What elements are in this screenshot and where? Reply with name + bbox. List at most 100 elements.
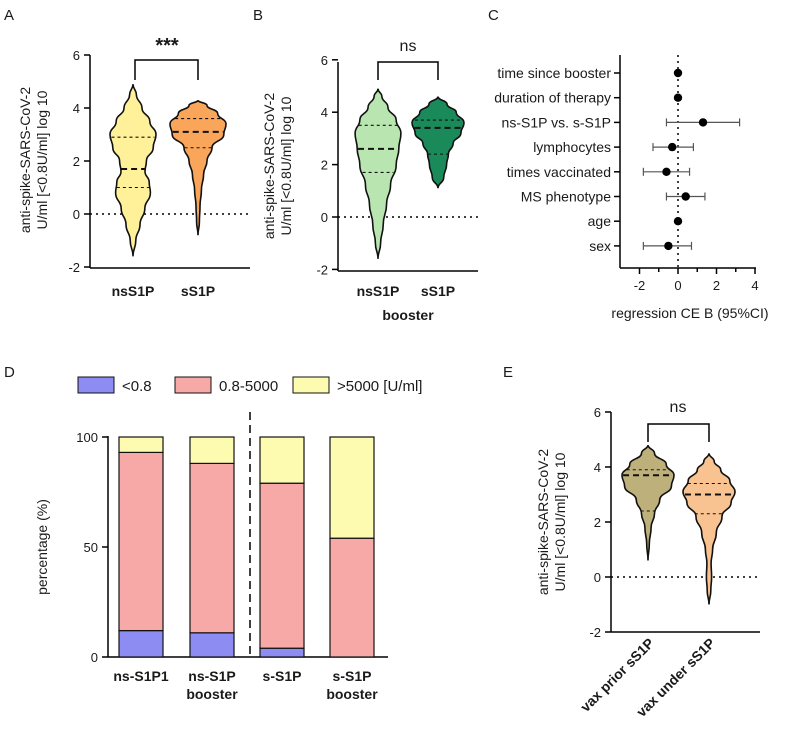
panel-e-violins (621, 444, 736, 605)
legend-swatch-gt5000 (292, 376, 330, 394)
legend-label-mid: 0.8-5000 (219, 378, 278, 395)
panel-d-bar-segment (118, 629, 164, 658)
panel-c-row-label: times vaccinated (507, 164, 611, 180)
panel-c-row-label: MS phenotype (521, 189, 611, 205)
panel-b-ytick-label: -2 (316, 262, 328, 277)
panel-b-violin-chart: anti-spike-SARS-CoV-2 U/ml [<0.8U/ml] lo… (261, 38, 478, 323)
panel-e-ytick-label: 6 (594, 405, 601, 420)
panel-b-ylabel-line1: anti-spike-SARS-CoV-2 (261, 93, 277, 239)
panel-c-estimate-point (664, 241, 673, 251)
panel-a-ytick-label: 0 (73, 207, 80, 222)
panel-b-ytick-label: 4 (321, 105, 328, 120)
panel-b-significance-bracket (377, 61, 439, 80)
panel-a-ytick-label: 6 (73, 48, 80, 63)
panel-e-y-ticks: -2 0 2 4 6 (589, 405, 611, 640)
panel-d-categories: ns-S1P1 ns-S1P booster s-S1P s-S1P booster (113, 668, 378, 702)
panel-e-ylabel-line2: U/ml [<0.8U/ml] log 10 (552, 452, 568, 591)
panel-c-row-label: time since booster (497, 65, 611, 81)
panel-a-y-ticks: -2 0 2 4 6 (68, 48, 90, 275)
panel-d-bar-segment (259, 436, 305, 484)
panel-a-ytick-label: 2 (73, 154, 80, 169)
panel-d-bar-segment (259, 647, 305, 658)
panel-a-ylabel-line1: anti-spike-SARS-CoV-2 (17, 87, 33, 233)
panel-c-row-label: ns-S1P vs. s-S1P (502, 114, 611, 130)
panel-d-bar-segment (189, 632, 235, 658)
panel-b-violin-0 (354, 87, 402, 259)
panel-d-category-label: ns-S1P (188, 668, 235, 684)
panel-d-ytick-label: 50 (84, 540, 98, 555)
panel-c-estimate-point (673, 68, 683, 78)
legend-swatch-mid (174, 376, 212, 394)
panel-c-xtick-label: 0 (674, 278, 681, 293)
panel-c-estimate-point (681, 192, 690, 201)
panel-c-xtick-label: 4 (751, 278, 758, 293)
panel-e-ytick-label: 0 (594, 570, 601, 585)
panel-letter-d: D (4, 364, 15, 381)
panel-letter-a: A (4, 7, 14, 24)
panel-d-bar-segment (329, 436, 375, 539)
panel-b-ylabel-line2: U/ml [<0.8U/ml] log 10 (278, 96, 294, 235)
panel-a-category-ss1p: sS1P (181, 283, 215, 299)
panel-c-x-ticks: -2 0 2 4 (634, 268, 759, 293)
panel-d-ytick-label: 100 (76, 430, 98, 445)
panel-d-bar-segment (329, 537, 375, 658)
panel-c-estimate-point (673, 93, 683, 102)
panel-d-ytick-label: 0 (91, 650, 98, 665)
panel-d-bar-segment (189, 436, 235, 464)
panel-d-category-label: ns-S1P1 (113, 668, 168, 684)
panel-d-bar-segment (118, 436, 164, 453)
panel-d-y-ticks: 0 50 100 (76, 430, 108, 665)
panel-c-row-label: age (588, 213, 612, 229)
panel-d-category-label-line2: booster (326, 686, 378, 702)
panel-b-category-ss1p: sS1P (421, 283, 455, 299)
legend-label-gt5000: >5000 [U/ml] (337, 378, 422, 395)
legend-label-lt08: <0.8 (122, 378, 152, 395)
panel-letter-c: C (488, 7, 499, 24)
panel-e-ytick-label: -2 (589, 625, 601, 640)
panel-a-violins (109, 84, 227, 257)
panel-c-xtick-label: 2 (713, 278, 720, 293)
panel-b-xlabel: booster (382, 307, 434, 323)
panel-e-violin-0 (621, 444, 675, 561)
panel-d-bar-segment (189, 462, 235, 634)
panel-a-significance-label: *** (155, 35, 179, 57)
panel-c-estimate-point (668, 142, 677, 152)
panel-e-ytick-label: 4 (594, 460, 601, 475)
panel-d-bar-segment (259, 482, 305, 649)
panel-c-row-label: duration of therapy (494, 90, 611, 106)
panel-letter-e: E (503, 364, 513, 381)
panel-b-violin-1 (411, 95, 465, 189)
panel-c-xlabel: regression CE B (95%CI) (611, 305, 768, 321)
panel-a-ytick-label: -2 (68, 260, 80, 275)
panel-d-category-label-line2: booster (186, 686, 238, 702)
panel-c-rows: time since booster duration of therapy ns-… (494, 65, 741, 254)
panel-c-xtick-label: -2 (634, 278, 646, 293)
panel-d-bars (118, 436, 375, 658)
panel-b-y-ticks: -2 0 2 4 6 (316, 53, 338, 277)
panel-d-stacked-bar-chart: <0.8 0.8-5000 >5000 [U/ml] percentage (%… (34, 376, 422, 702)
panel-e-significance-label: ns (670, 399, 687, 416)
panel-c-estimate-point (662, 167, 671, 176)
panel-c-row-label: sex (589, 238, 611, 254)
panel-c-estimate-point (698, 118, 708, 127)
panel-b-ytick-label: 2 (321, 158, 328, 173)
panel-c-row-label: lymphocytes (533, 139, 611, 155)
panel-d-legend: <0.8 0.8-5000 >5000 [U/ml] (77, 376, 422, 395)
panel-d-ylabel: percentage (%) (34, 499, 50, 595)
panel-a-ylabel-line2: U/ml [<0.8U/ml] log 10 (34, 90, 50, 229)
panel-e-ytick-label: 2 (594, 515, 601, 530)
legend-swatch-lt08 (77, 376, 115, 394)
panel-a-violin-chart: anti-spike-SARS-CoV-2 U/ml [<0.8U/ml] lo… (17, 35, 250, 299)
panel-a-violin-1 (169, 99, 227, 236)
panel-letter-b: B (253, 7, 263, 24)
panel-d-bar-segment (118, 451, 164, 632)
panel-e-significance-bracket (647, 423, 710, 442)
panel-b-ytick-label: 0 (321, 210, 328, 225)
panel-b-significance-label: ns (400, 38, 417, 55)
panel-a-category-nss1p: nsS1P (112, 283, 155, 299)
panel-c-estimate-point (673, 217, 683, 226)
panel-d-category-label: s-S1P (333, 668, 372, 684)
panel-e-violin-chart: anti-spike-SARS-CoV-2 U/ml [<0.8U/ml] lo… (535, 399, 760, 720)
panel-d-category-label: s-S1P (263, 668, 302, 684)
